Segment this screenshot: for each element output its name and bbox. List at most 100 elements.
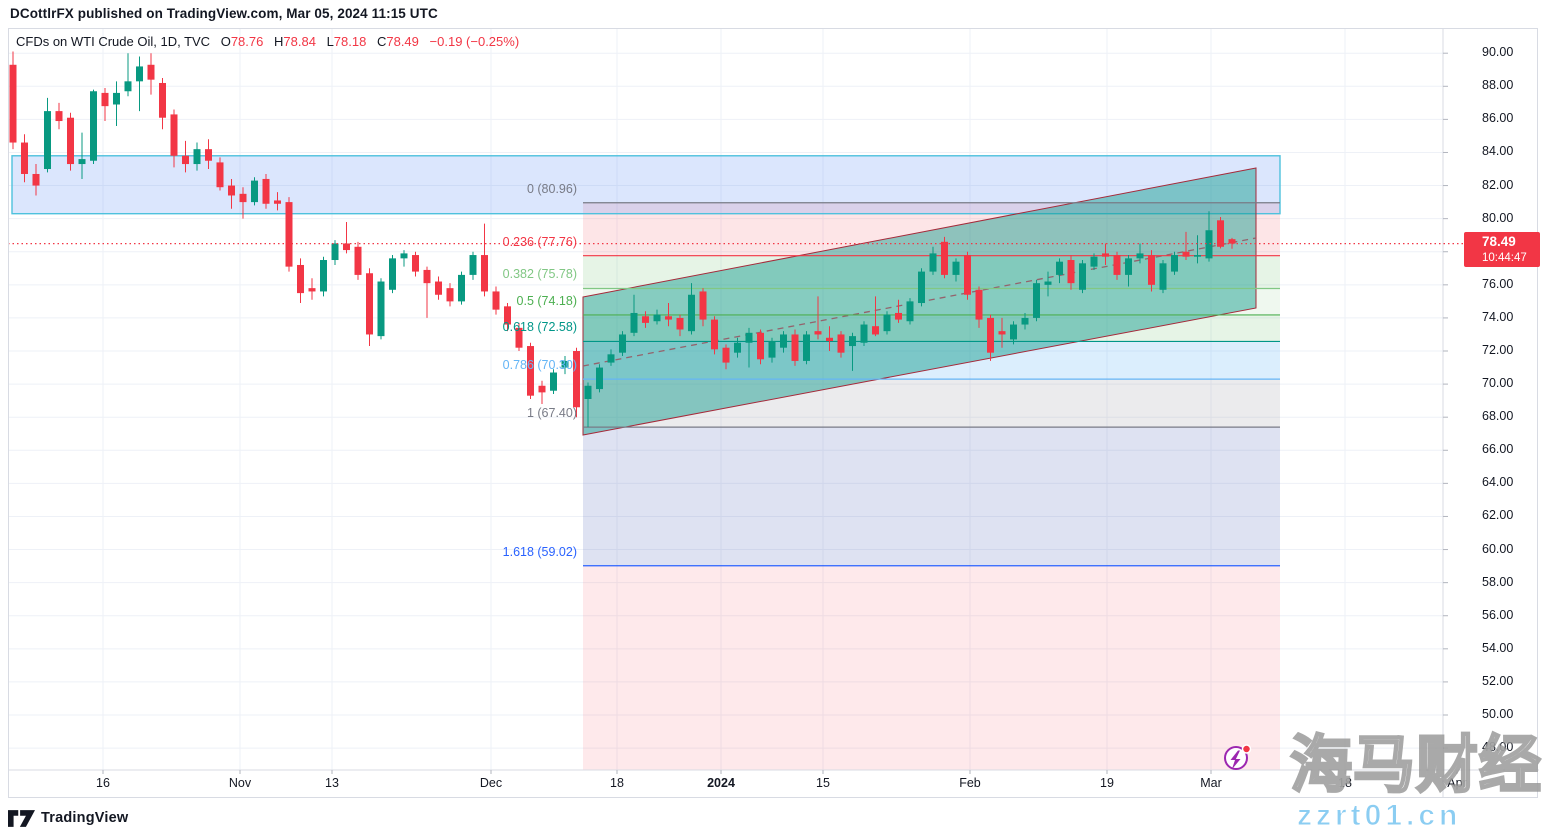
candle-body — [1056, 261, 1063, 275]
candle-body — [469, 255, 477, 275]
fib-band — [583, 288, 1280, 315]
fib-band — [583, 565, 1280, 770]
fib-band — [583, 202, 1280, 256]
lightning-bolt-glyph — [1230, 750, 1241, 770]
watermark-site-url: zzrt01.cn — [1296, 799, 1462, 833]
candle-body — [860, 324, 868, 343]
candle-body — [251, 180, 258, 203]
ohlc-high-label: H — [274, 34, 284, 49]
time-tick-label: Nov — [228, 776, 252, 790]
candle-body — [883, 314, 891, 332]
candle-body — [538, 385, 546, 393]
candle-body — [1067, 260, 1075, 284]
candle-body — [1033, 283, 1040, 318]
symbol-title: CFDs on WTI Crude Oil, 1D, TVC — [16, 34, 211, 49]
tradingview-footer[interactable]: TradingView — [8, 806, 128, 830]
candle-body — [320, 260, 327, 292]
candle-body — [941, 241, 948, 275]
candle-body — [998, 331, 1006, 335]
candle-body — [182, 155, 189, 165]
candle-body — [216, 162, 224, 188]
chart-widget-border — [8, 28, 1538, 798]
candle-body — [745, 332, 753, 343]
candle-body — [906, 301, 914, 322]
time-tick-label: Feb — [959, 776, 981, 790]
candle-body — [32, 173, 40, 186]
time-tick-label: Dec — [479, 776, 503, 790]
fib-band — [583, 427, 1280, 566]
candle-body — [642, 316, 649, 323]
time-tick-label: 18 — [1338, 776, 1352, 790]
candle-body — [1159, 263, 1167, 290]
price-tick-label: 88.00 — [1482, 78, 1514, 93]
fib-label: 0.5 (74.18) — [516, 293, 577, 308]
candle-body — [527, 346, 534, 396]
candle-body — [699, 291, 707, 320]
candle-body — [90, 91, 97, 161]
candle-body — [481, 255, 488, 292]
lightning-reaction-icon[interactable] — [1222, 742, 1254, 774]
candle-body — [412, 255, 419, 272]
price-tick-label: 76.00 — [1482, 276, 1514, 291]
bar-countdown: 10:44:47 — [1482, 252, 1527, 264]
candle-body — [711, 319, 718, 350]
candle-body — [147, 64, 155, 80]
candle-body — [389, 258, 396, 290]
candle-body — [124, 81, 132, 92]
time-tick-label: 13 — [325, 776, 339, 790]
ohlc-open-label: O — [220, 34, 231, 49]
candle-body — [515, 327, 523, 348]
candle-body — [573, 351, 580, 408]
candle-body — [44, 111, 51, 170]
candle-body — [285, 202, 293, 267]
price-tick-label: 62.00 — [1482, 508, 1514, 523]
price-tick-label: 66.00 — [1482, 442, 1514, 457]
candle-body — [688, 294, 695, 332]
time-tick-label: 19 — [1100, 776, 1114, 790]
time-tick-label: Apr — [1447, 776, 1467, 790]
candle-body — [1090, 256, 1098, 267]
candle-body — [297, 264, 304, 294]
time-axis[interactable]: 16 Nov 13 Dec 18 2024 15 Feb 19 Mar 18 Apr — [0, 770, 1547, 798]
price-tick-label: 52.00 — [1482, 673, 1514, 688]
candle-body — [239, 193, 247, 203]
price-tick-label: 82.00 — [1482, 177, 1514, 192]
candle-body — [630, 312, 638, 333]
candle-body — [354, 246, 362, 275]
candle-body — [492, 291, 500, 310]
price-tick-label: 48.00 — [1482, 740, 1514, 755]
candle-body — [343, 243, 350, 251]
time-tick-label: 2024 — [707, 776, 735, 790]
candle-body — [826, 337, 833, 342]
candle-body — [21, 142, 28, 174]
candle-body — [331, 243, 339, 261]
notification-dot — [1241, 744, 1252, 754]
fib-band — [583, 314, 1280, 342]
ohlc-low-value: 78.18 — [333, 34, 367, 49]
price-tick-label: 84.00 — [1482, 144, 1514, 159]
candle-body — [1205, 230, 1213, 259]
candle-body — [308, 288, 316, 292]
candle-body — [952, 261, 960, 275]
fib-label: 1 (67.40) — [526, 406, 577, 421]
price-tick-label: 60.00 — [1482, 541, 1514, 556]
price-tick-label: 50.00 — [1482, 707, 1514, 721]
candle-body — [366, 273, 373, 335]
candle-body — [1194, 255, 1201, 257]
candle-body — [101, 92, 109, 107]
candle-body — [837, 334, 845, 353]
last-price-label: 78.49 10:44:47 — [1464, 232, 1540, 267]
candle-body — [596, 367, 603, 390]
price-tick-label: 86.00 — [1482, 111, 1514, 126]
price-tick-label: 64.00 — [1482, 475, 1514, 490]
candle-body — [1217, 220, 1224, 247]
price-axis[interactable]: 90.0088.0086.0084.0082.0080.0078.0076.00… — [1444, 28, 1539, 770]
price-tick-label: 58.00 — [1482, 574, 1514, 589]
candle-body — [274, 200, 281, 204]
candle-body — [791, 334, 799, 361]
symbol-legend[interactable]: CFDs on WTI Crude Oil, 1D, TVC O78.76 H7… — [16, 34, 519, 49]
candle-body — [67, 117, 74, 165]
candle-body — [193, 149, 201, 165]
